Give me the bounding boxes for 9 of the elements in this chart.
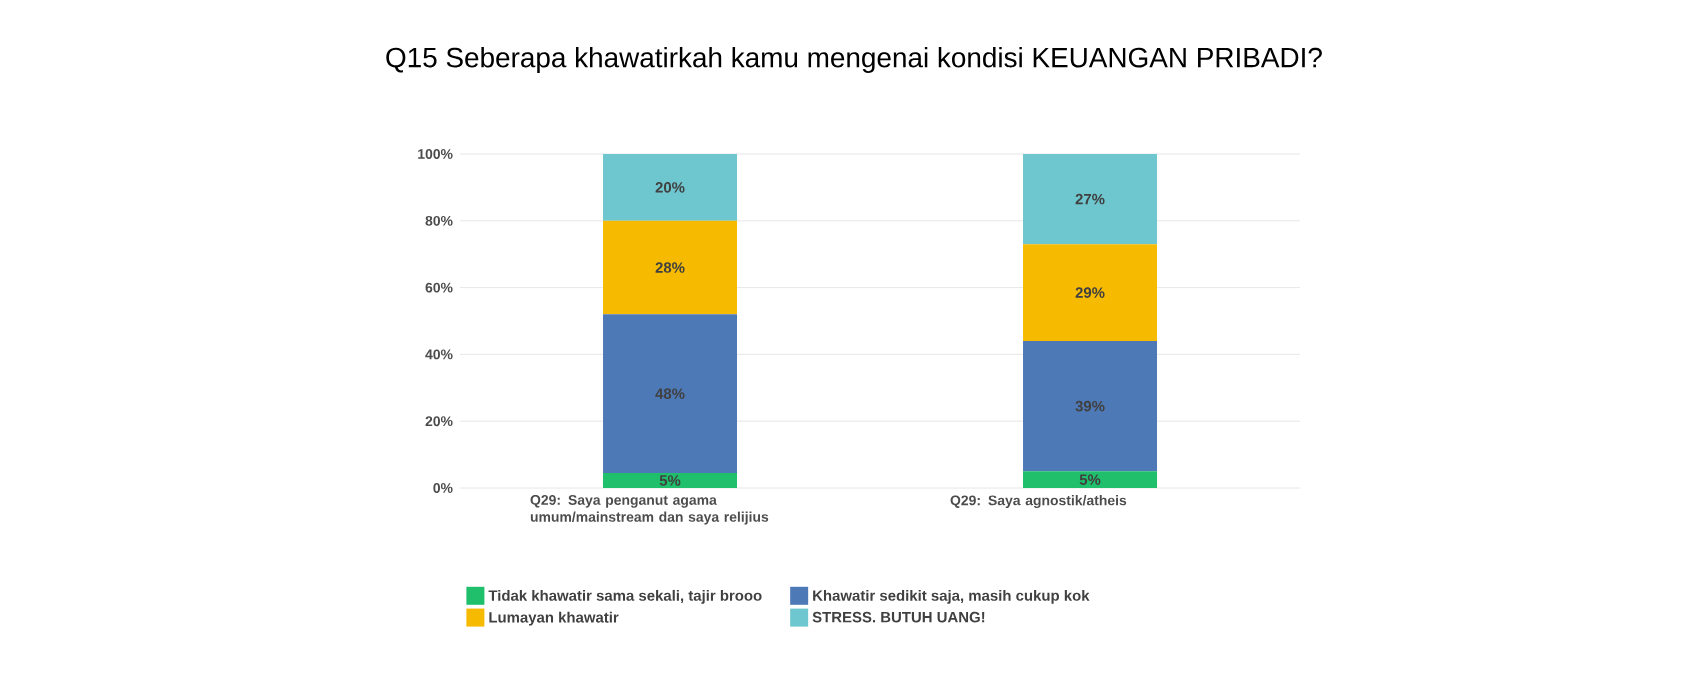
bar — [1023, 244, 1158, 342]
bar — [1023, 154, 1158, 245]
chart-title: Q15 Seberapa khawatirkah kamu mengenai kondisi KEUANGAN PRIBADI? — [386, 46, 1322, 73]
bar — [1023, 471, 1158, 488]
bar — [603, 220, 738, 315]
bar — [603, 472, 738, 488]
bar — [603, 314, 738, 473]
bar — [603, 154, 738, 221]
bar — [1023, 341, 1158, 472]
